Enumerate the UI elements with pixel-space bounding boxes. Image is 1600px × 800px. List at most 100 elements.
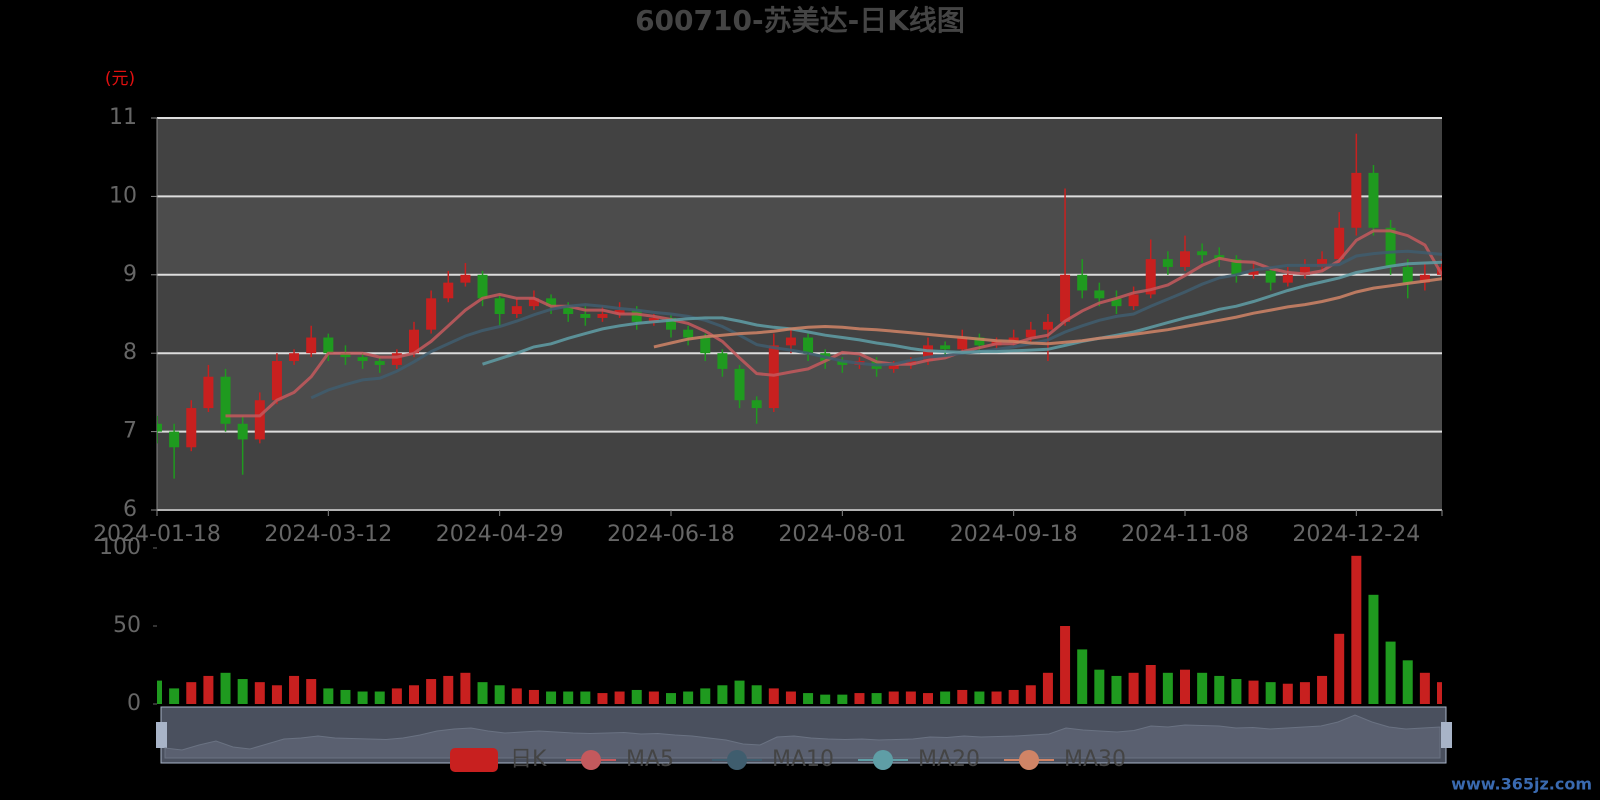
candle-body bbox=[237, 423, 248, 440]
volume-bar bbox=[254, 682, 265, 704]
legend-label: MA5 bbox=[626, 747, 674, 772]
legend-icon bbox=[1019, 750, 1039, 770]
volume-bar bbox=[768, 688, 779, 704]
candle-body bbox=[1368, 172, 1379, 228]
volume-bar bbox=[340, 689, 351, 704]
candle-body bbox=[974, 337, 985, 346]
candle-body bbox=[1162, 259, 1173, 267]
candle-body bbox=[443, 282, 454, 299]
volume-bar bbox=[1231, 679, 1242, 704]
volume-bar bbox=[220, 672, 231, 704]
volume-bar bbox=[1162, 672, 1173, 704]
candle-body bbox=[271, 361, 282, 401]
candle-body bbox=[1180, 251, 1190, 267]
candle-body bbox=[340, 353, 351, 358]
candle-body bbox=[1265, 270, 1276, 283]
candle-body bbox=[1317, 259, 1328, 267]
volume-bar bbox=[717, 685, 728, 704]
ma-line bbox=[653, 277, 1442, 349]
volume-bar bbox=[820, 694, 831, 704]
candle-body bbox=[888, 364, 899, 369]
volume-bar bbox=[991, 691, 1002, 704]
legend-icon bbox=[450, 748, 498, 772]
volume-bar bbox=[186, 682, 197, 704]
volume-bar bbox=[1402, 660, 1413, 704]
legend-label: MA10 bbox=[772, 747, 834, 772]
volume-tick-label: 100 bbox=[99, 535, 141, 560]
volume-bar bbox=[494, 685, 505, 704]
x-tick-label: 2024-06-18 bbox=[607, 522, 735, 547]
candle-body bbox=[157, 423, 162, 432]
ma-line bbox=[482, 260, 1442, 366]
volume-bar bbox=[803, 693, 814, 704]
volume-bar bbox=[923, 693, 933, 704]
volume-bar bbox=[648, 691, 659, 704]
ma-line bbox=[225, 229, 1442, 418]
candle-body bbox=[1042, 321, 1053, 330]
candle-body bbox=[460, 274, 471, 283]
y-tick-label: 11 bbox=[109, 105, 137, 130]
candle-body bbox=[511, 306, 522, 314]
candle-body bbox=[323, 337, 334, 354]
plot-band bbox=[157, 274, 1442, 354]
volume-bar bbox=[169, 688, 180, 704]
x-tick-label: 2024-09-18 bbox=[950, 522, 1078, 547]
candle-body bbox=[1385, 227, 1396, 267]
volume-bar bbox=[1265, 682, 1276, 704]
volume-bar bbox=[683, 691, 694, 704]
candle-body bbox=[751, 400, 762, 409]
candle-body bbox=[220, 376, 231, 424]
candle-body bbox=[306, 337, 317, 354]
candle-body bbox=[357, 357, 368, 362]
volume-bar bbox=[854, 693, 865, 704]
volume-bar bbox=[323, 688, 334, 704]
candle-body bbox=[1231, 259, 1242, 275]
volume-bar bbox=[734, 680, 745, 704]
zoom-handle[interactable] bbox=[156, 722, 167, 748]
candle-body bbox=[1094, 290, 1105, 299]
candle-body bbox=[169, 431, 180, 448]
x-tick-label: 2024-11-08 bbox=[1121, 522, 1249, 547]
volume-bar bbox=[785, 691, 796, 704]
volume-bar bbox=[357, 691, 368, 704]
volume-bar bbox=[391, 688, 402, 704]
candle-body bbox=[1334, 227, 1345, 260]
candle-body bbox=[409, 329, 419, 354]
volume-bar bbox=[528, 689, 539, 704]
candle-body bbox=[528, 298, 539, 307]
candle-body bbox=[374, 361, 385, 365]
volume-bar bbox=[306, 679, 317, 704]
candle-body bbox=[837, 361, 848, 365]
plot-area bbox=[157, 133, 1442, 704]
candle-body bbox=[580, 314, 591, 318]
y-tick-label: 7 bbox=[123, 419, 137, 444]
volume-bar bbox=[237, 679, 248, 704]
volume-bar bbox=[157, 680, 162, 704]
volume-bar bbox=[1299, 682, 1310, 704]
volume-bar bbox=[1008, 689, 1019, 704]
volume-bar bbox=[940, 691, 951, 704]
zoom-handle[interactable] bbox=[1441, 722, 1452, 748]
volume-bar bbox=[1282, 683, 1293, 704]
volume-bar bbox=[1368, 594, 1379, 704]
y-tick-label: 6 bbox=[123, 497, 137, 522]
y-tick-label: 10 bbox=[109, 183, 137, 208]
volume-bar bbox=[1077, 649, 1088, 704]
candle-body bbox=[648, 317, 659, 322]
candle-body bbox=[597, 314, 608, 318]
plot-band bbox=[157, 196, 1442, 275]
candle-body bbox=[289, 353, 300, 362]
volume-bar bbox=[580, 691, 591, 704]
volume-bar bbox=[837, 694, 848, 704]
y-unit: (元) bbox=[105, 69, 135, 89]
plot-band bbox=[157, 431, 1442, 510]
volume-bar bbox=[1025, 685, 1036, 704]
candle-body bbox=[1128, 294, 1139, 307]
candle-body bbox=[1008, 337, 1019, 342]
plot-band bbox=[157, 353, 1442, 432]
candle-body bbox=[203, 376, 214, 409]
volume-bar bbox=[700, 688, 711, 704]
volume-bar bbox=[426, 679, 437, 704]
volume-bar bbox=[409, 685, 419, 704]
